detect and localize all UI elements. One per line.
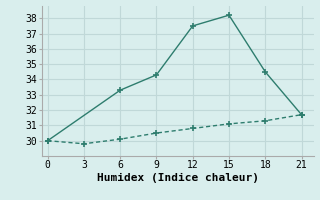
X-axis label: Humidex (Indice chaleur): Humidex (Indice chaleur) [97, 173, 259, 183]
